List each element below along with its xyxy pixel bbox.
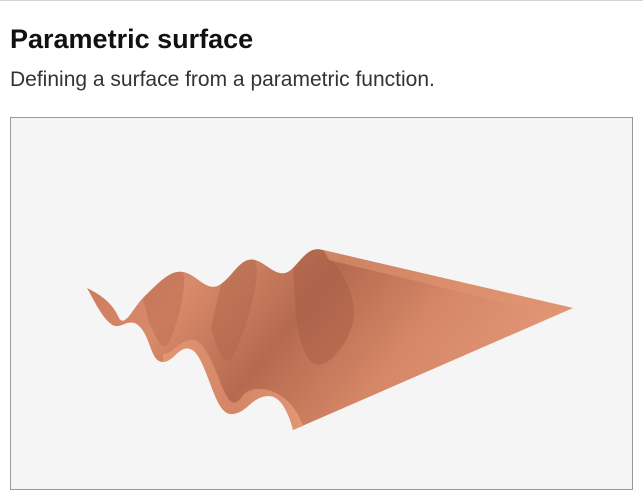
- page-title: Parametric surface: [10, 24, 254, 54]
- ripple-shadow-band-2: [211, 259, 257, 361]
- ripple-shadow-band-3: [293, 249, 354, 365]
- top-divider: [0, 0, 643, 1]
- page-subtitle: Defining a surface from a parametric fun…: [10, 68, 435, 91]
- 3d-viewer-canvas[interactable]: [10, 117, 633, 490]
- surface-front-edge: [163, 339, 303, 430]
- surface-far-ridge: [323, 250, 573, 314]
- surface-body: [87, 249, 573, 430]
- parametric-surface-render: [87, 249, 573, 430]
- ripple-shadow-band-1: [143, 271, 185, 347]
